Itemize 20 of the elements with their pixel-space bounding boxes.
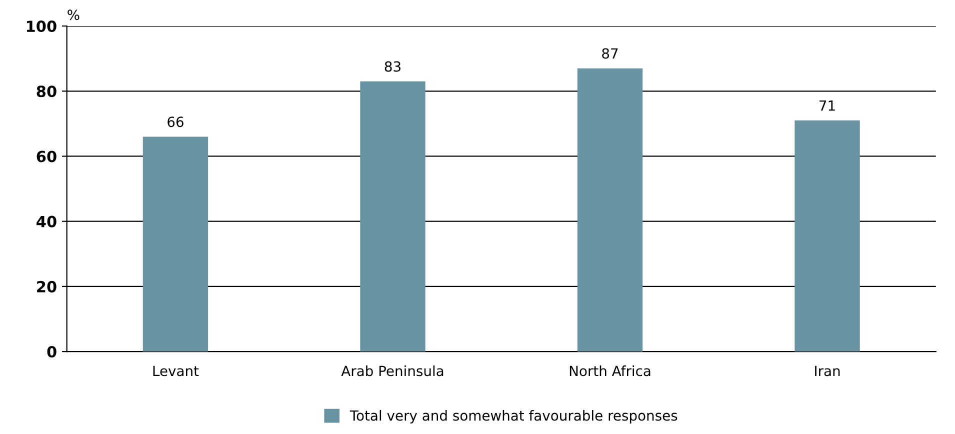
y-axis-title: % xyxy=(68,10,80,20)
bar xyxy=(360,81,426,352)
y-tick-label: 0 xyxy=(47,346,56,358)
x-tick-label: Levant xyxy=(153,366,199,376)
x-tick-label: Iran xyxy=(815,366,840,376)
y-tick-label: 60 xyxy=(36,150,56,162)
y-tick-label: 40 xyxy=(36,216,56,228)
data-label: 66 xyxy=(168,116,184,128)
bar xyxy=(577,68,643,352)
y-tick-label: 20 xyxy=(37,280,56,292)
legend-label: Total very and somewhat favourable responses xyxy=(350,410,678,424)
x-tick-label: Arab Peninsula xyxy=(341,365,444,376)
data-label: 83 xyxy=(384,61,400,72)
data-label: 87 xyxy=(602,48,618,59)
y-tick-label: 100 xyxy=(26,20,56,32)
x-tick-label: North Africa xyxy=(570,365,650,376)
y-tick-label: 80 xyxy=(36,86,56,98)
bar xyxy=(794,120,860,352)
bar xyxy=(142,136,208,352)
data-label: 71 xyxy=(820,100,835,111)
